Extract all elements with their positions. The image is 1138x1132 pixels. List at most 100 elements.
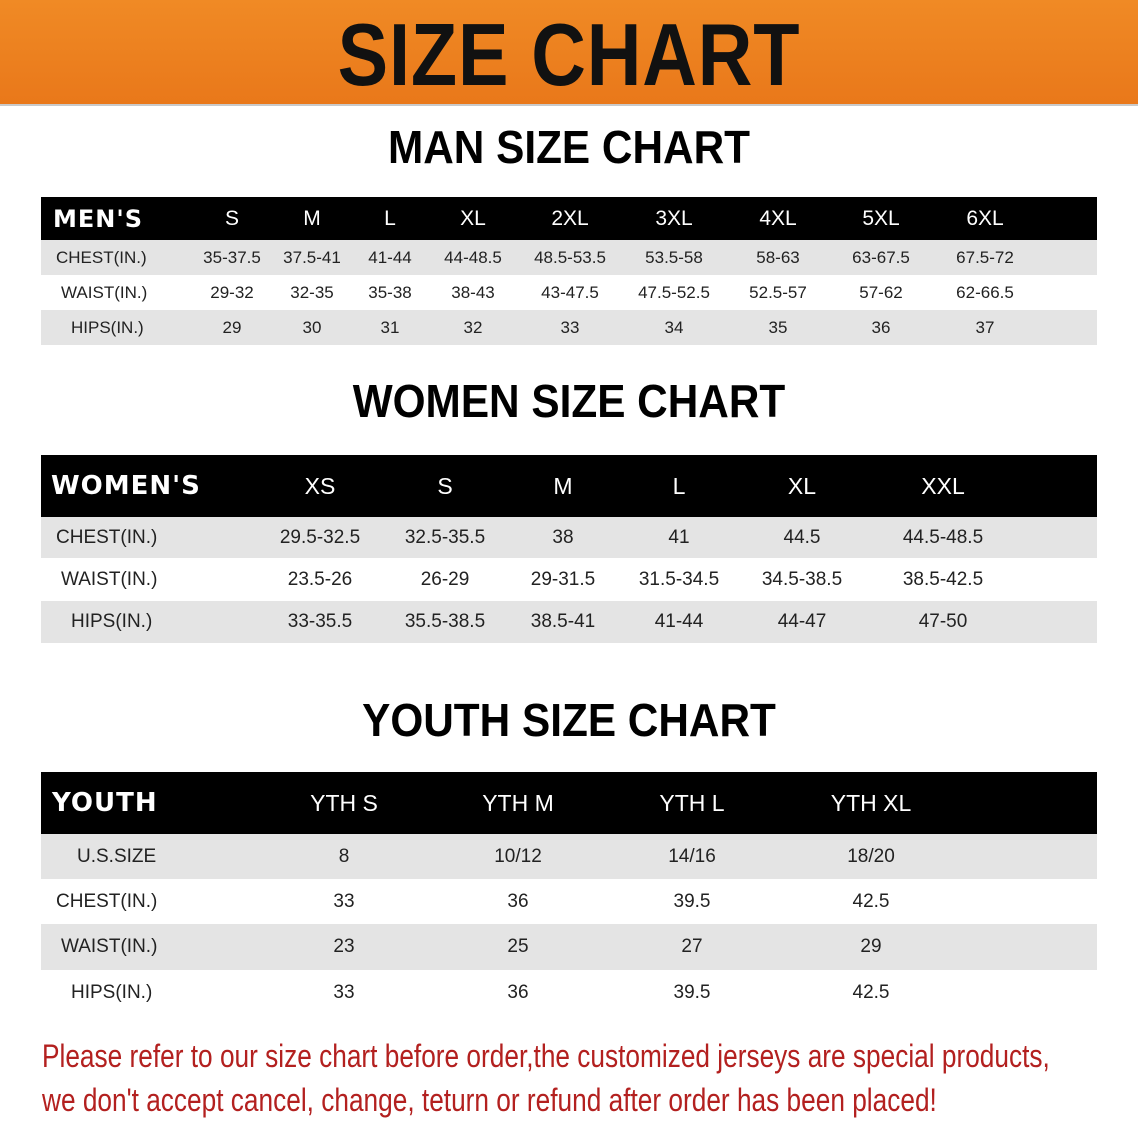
youth-header-row: YOUTH YTH S YTH M YTH L YTH XL bbox=[41, 772, 1097, 834]
women-section-title: WOMEN SIZE CHART bbox=[352, 375, 786, 427]
measurement-cell: 35-38 bbox=[368, 282, 412, 302]
table-row: U.S.SIZE 8 10/12 14/16 18/20 bbox=[41, 834, 1097, 879]
measurement-cell: 43-47.5 bbox=[541, 282, 599, 302]
measurement-cell: 29.5-32.5 bbox=[279, 526, 361, 548]
measurement-cell: 33 bbox=[333, 890, 355, 912]
table-row: HIPS(IN.) 29 30 31 32 33 34 35 36 37 bbox=[41, 310, 1097, 345]
table-row: WAIST(IN.) 23 25 27 29 bbox=[41, 924, 1097, 970]
size-header-cell: 6XL bbox=[966, 206, 1004, 230]
row-label: CHEST(IN.) bbox=[56, 247, 147, 267]
size-header-cell: YTH XL bbox=[830, 789, 912, 816]
measurement-cell: 8 bbox=[338, 845, 350, 867]
measurement-cell: 23.5-26 bbox=[287, 568, 353, 590]
measurement-cell: 29-31.5 bbox=[530, 568, 596, 590]
size-header-cell: YTH L bbox=[659, 789, 725, 816]
measurement-cell: 36 bbox=[871, 317, 891, 337]
size-header-cell: YTH S bbox=[310, 789, 378, 816]
measurement-cell: 31.5-34.5 bbox=[638, 568, 720, 590]
measurement-cell: 29-32 bbox=[210, 282, 254, 302]
measurement-cell: 44.5 bbox=[783, 526, 821, 548]
measurement-cell: 44.5-48.5 bbox=[902, 526, 984, 548]
measurement-cell: 39.5 bbox=[673, 890, 711, 912]
measurement-cell: 36 bbox=[507, 981, 529, 1003]
banner: SIZE CHART bbox=[0, 0, 1138, 106]
measurement-cell: 29 bbox=[860, 936, 882, 957]
youth-size-table: YOUTH YTH S YTH M YTH L YTH XL U.S.SIZE 8 10/12… bbox=[41, 772, 1097, 1015]
measurement-cell: 38.5-41 bbox=[530, 611, 596, 632]
row-label: WAIST(IN.) bbox=[61, 936, 158, 957]
measurement-cell: 26-29 bbox=[420, 568, 470, 590]
row-label: WAIST(IN.) bbox=[61, 568, 158, 590]
measurement-cell: 31 bbox=[380, 317, 400, 337]
size-header-cell: 4XL bbox=[759, 206, 797, 230]
measurement-cell: 41-44 bbox=[368, 247, 412, 267]
measurement-cell: 44-48.5 bbox=[444, 247, 502, 267]
measurement-cell: 25 bbox=[507, 936, 529, 957]
size-header-cell: 3XL bbox=[655, 206, 693, 230]
measurement-cell: 30 bbox=[302, 317, 322, 337]
women-header-row: WOMEN'S XS S M L XL XXL bbox=[41, 455, 1097, 517]
measurement-cell: 39.5 bbox=[673, 981, 711, 1003]
measurement-cell: 44-47 bbox=[777, 611, 827, 632]
size-header-cell: S bbox=[224, 206, 240, 230]
notice-line-2: we don't accept cancel, change, teturn o… bbox=[42, 1082, 937, 1118]
measurement-cell: 58-63 bbox=[756, 247, 800, 267]
measurement-cell: 27 bbox=[681, 936, 703, 957]
banner-title: SIZE CHART bbox=[337, 5, 801, 104]
women-size-table: WOMEN'S XS S M L XL XXL CHEST(IN.) 29.5-32.5 32.5… bbox=[41, 455, 1097, 643]
measurement-cell: 10/12 bbox=[494, 845, 542, 867]
size-header-cell: L bbox=[384, 206, 396, 230]
measurement-cell: 32-35 bbox=[290, 282, 334, 302]
row-label: U.S.SIZE bbox=[77, 845, 157, 867]
row-label: HIPS(IN.) bbox=[71, 981, 153, 1003]
measurement-cell: 36 bbox=[507, 890, 529, 912]
measurement-cell: 38.5-42.5 bbox=[902, 568, 984, 590]
table-row: HIPS(IN.) 33-35.5 35.5-38.5 38.5-41 41-44 44-… bbox=[41, 601, 1097, 643]
size-header-cell: XS bbox=[304, 472, 336, 499]
measurement-cell: 37 bbox=[975, 317, 995, 337]
men-header-row: MEN'S S M L XL 2XL 3XL 4XL 5XL 6XL bbox=[41, 197, 1097, 240]
size-header-cell: XL bbox=[787, 472, 817, 499]
table-title-cell: WOMEN'S bbox=[51, 471, 201, 501]
measurement-cell: 47.5-52.5 bbox=[638, 282, 710, 302]
size-header-cell: L bbox=[672, 472, 686, 499]
size-header-cell: 2XL bbox=[551, 206, 589, 230]
measurement-cell: 38-43 bbox=[451, 282, 495, 302]
measurement-cell: 35-37.5 bbox=[203, 247, 261, 267]
row-label: CHEST(IN.) bbox=[56, 526, 158, 548]
table-row: WAIST(IN.) 23.5-26 26-29 29-31.5 31.5-34.5 34… bbox=[41, 558, 1097, 601]
table-row: CHEST(IN.) 29.5-32.5 32.5-35.5 38 41 44.5 44.5… bbox=[41, 517, 1097, 558]
measurement-cell: 33-35.5 bbox=[287, 611, 353, 632]
measurement-cell: 34 bbox=[664, 317, 684, 337]
measurement-cell: 29 bbox=[222, 317, 242, 337]
measurement-cell: 41 bbox=[668, 526, 690, 548]
measurement-cell: 42.5 bbox=[852, 890, 890, 912]
measurement-cell: 38 bbox=[552, 526, 574, 548]
measurement-cell: 32 bbox=[463, 317, 483, 337]
size-header-cell: S bbox=[437, 472, 453, 499]
measurement-cell: 37.5-41 bbox=[283, 247, 341, 267]
notice-line-1: Please refer to our size chart before or… bbox=[42, 1038, 1050, 1074]
youth-section-title: YOUTH SIZE CHART bbox=[362, 694, 776, 746]
row-label: CHEST(IN.) bbox=[56, 890, 158, 912]
men-section-title: MAN SIZE CHART bbox=[387, 121, 751, 173]
table-title-cell: YOUTH bbox=[52, 788, 158, 818]
measurement-cell: 33 bbox=[333, 981, 355, 1003]
table-row: WAIST(IN.) 29-32 32-35 35-38 38-43 43-47.5 47.… bbox=[41, 275, 1097, 310]
row-label: HIPS(IN.) bbox=[71, 611, 153, 632]
measurement-cell: 34.5-38.5 bbox=[761, 568, 843, 590]
measurement-cell: 33 bbox=[560, 317, 580, 337]
row-label: WAIST(IN.) bbox=[61, 282, 148, 302]
measurement-cell: 32.5-35.5 bbox=[404, 526, 486, 548]
measurement-cell: 48.5-53.5 bbox=[534, 247, 606, 267]
measurement-cell: 47-50 bbox=[918, 611, 968, 632]
measurement-cell: 42.5 bbox=[852, 981, 890, 1003]
measurement-cell: 52.5-57 bbox=[749, 282, 807, 302]
table-row: CHEST(IN.) 35-37.5 37.5-41 41-44 44-48.5 48.5… bbox=[41, 240, 1097, 275]
row-label: HIPS(IN.) bbox=[71, 317, 144, 337]
measurement-cell: 23 bbox=[333, 936, 355, 957]
measurement-cell: 41-44 bbox=[654, 611, 704, 632]
size-header-cell: XXL bbox=[921, 472, 965, 499]
measurement-cell: 35 bbox=[768, 317, 788, 337]
measurement-cell: 53.5-58 bbox=[645, 247, 703, 267]
